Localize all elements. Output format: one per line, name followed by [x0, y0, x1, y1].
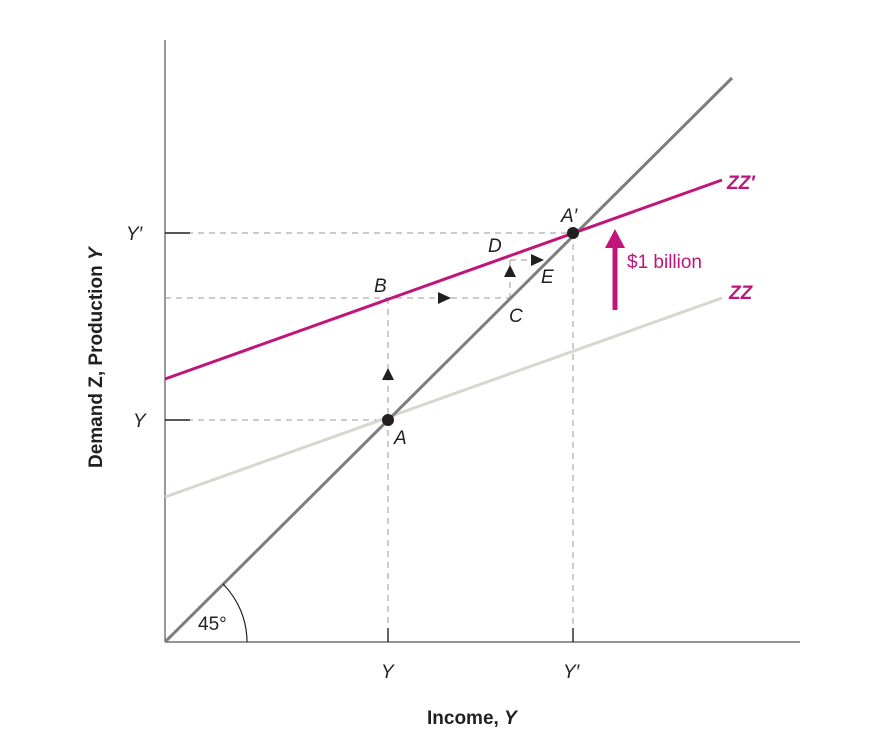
point-e-label: E [541, 267, 554, 288]
y-axis-title: Demand Z, Production Y [86, 245, 107, 468]
point-c-label: C [509, 306, 523, 327]
y-tick-label-y: Y [133, 411, 147, 432]
y-tick-label-y-prime: Y′ [126, 224, 144, 245]
x-tick-label-y-prime: Y′ [563, 662, 581, 683]
zz-prime-line [164, 178, 723, 381]
zz-line [164, 296, 723, 499]
point-a-prime-label: A′ [560, 206, 579, 227]
point-d-label: D [488, 236, 502, 257]
angle-arc [222, 583, 248, 643]
shift-arrow-head [605, 229, 625, 248]
point-a-marker [382, 414, 394, 426]
arrow-up-a-to-b [382, 368, 394, 380]
forty-five-degree-line [163, 76, 734, 644]
shift-amount-label: $1 billion [627, 252, 702, 273]
point-b-label: B [374, 276, 387, 297]
zz-prime-label: ZZ′ [726, 173, 756, 194]
forty-five-degree-label: 45° [198, 614, 227, 635]
arrow-right-b-to-c [438, 292, 451, 304]
point-a-prime-marker [567, 227, 579, 239]
zz-label: ZZ [728, 283, 754, 304]
arrow-up-c-to-d [504, 265, 516, 277]
point-a-label: A [393, 428, 407, 449]
x-tick-label-y: Y [381, 662, 395, 683]
arrow-right-d-to-e [531, 254, 544, 266]
x-axis-title: Income, Y [427, 708, 519, 729]
